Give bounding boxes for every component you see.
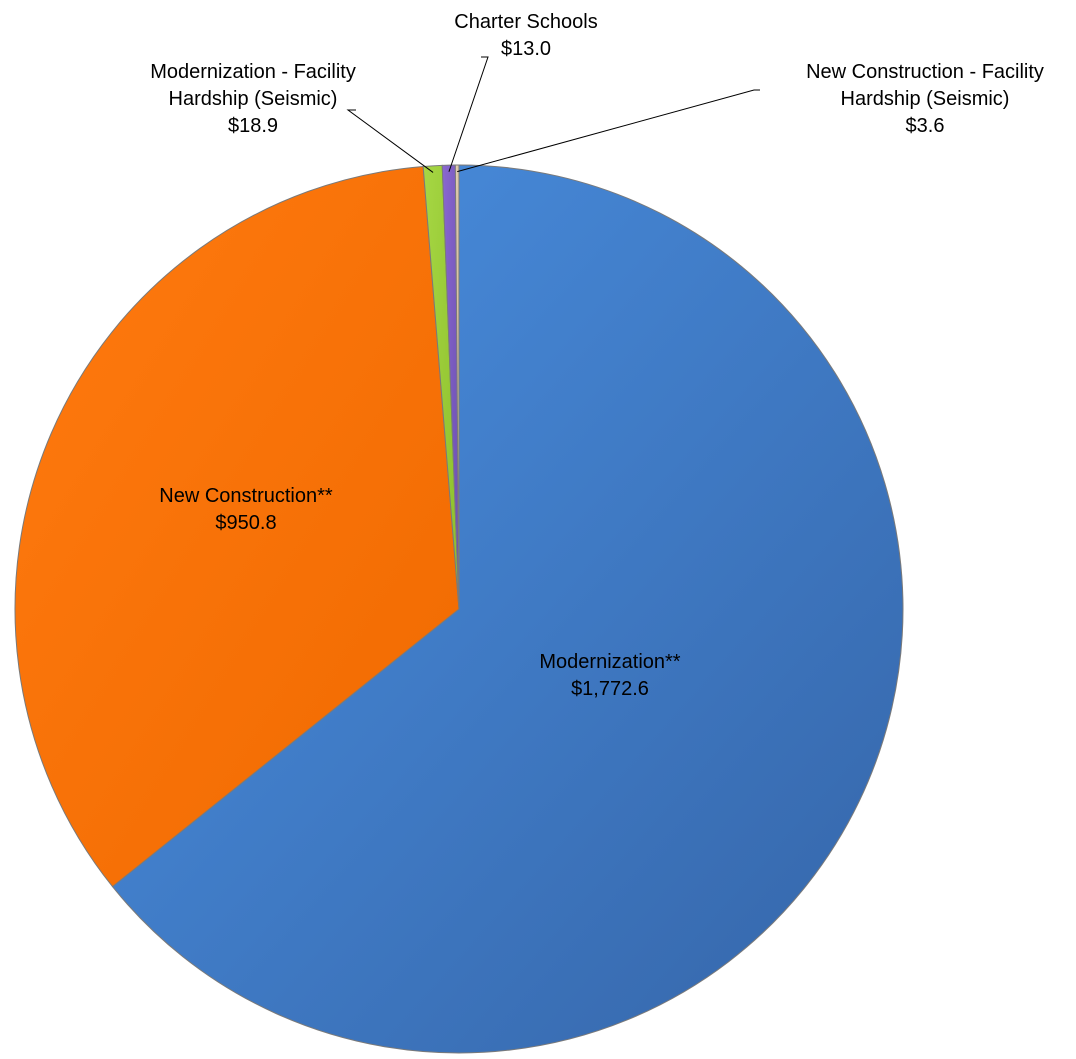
pie-slices <box>14 164 904 1054</box>
slice-labels: Modernization** $1,772.6 New Construction*… <box>150 11 1044 700</box>
data-label-modernization-facility-hardship-seismic: Modernization - Facility Hardship (Seismi… <box>150 61 356 137</box>
slice-category: New Construction - Facility <box>806 61 1044 83</box>
data-label-modernization: Modernization** $1,772.6 <box>539 651 680 700</box>
pie-slice-new-construction <box>14 165 460 888</box>
data-label-new-construction-facility-hardship-seismic: New Construction - Facility Hardship (Sei… <box>806 61 1044 137</box>
data-label-new-construction: New Construction** $950.8 <box>159 485 333 534</box>
slice-value: $950.8 <box>215 512 276 534</box>
slice-category: Modernization - Facility <box>150 61 356 83</box>
leader-lines <box>346 56 760 173</box>
leader-line-new-construction-facility-hardship-seismic <box>457 89 760 173</box>
pie-slice-modernization <box>111 164 904 1054</box>
slice-value: $18.9 <box>228 115 278 137</box>
slice-value: $1,772.6 <box>571 678 649 700</box>
slice-category: Hardship (Seismic) <box>169 88 338 110</box>
leader-line-modernization-facility-hardship-seismic <box>346 109 434 173</box>
slice-category: Modernization** <box>539 651 680 673</box>
leader-line-charter-schools <box>448 56 489 172</box>
slice-value: $13.0 <box>501 38 551 60</box>
pie-slice-new-construction-facility-hardship-seismic <box>454 164 460 610</box>
data-label-charter-schools: Charter Schools $13.0 <box>454 11 597 60</box>
slice-category: Charter Schools <box>454 11 597 33</box>
slice-value: $3.6 <box>906 115 945 137</box>
slice-category: Hardship (Seismic) <box>841 88 1010 110</box>
slice-category: New Construction** <box>159 485 333 507</box>
